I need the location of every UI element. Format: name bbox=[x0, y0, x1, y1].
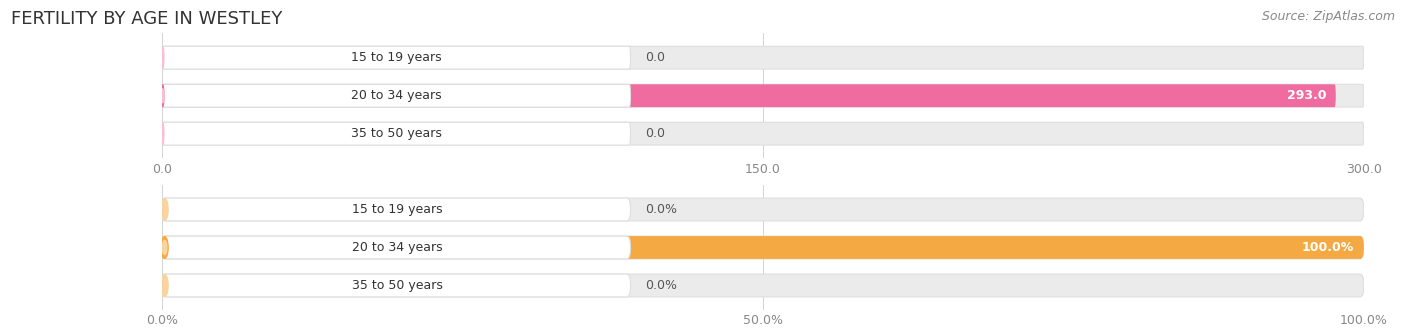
Circle shape bbox=[162, 88, 163, 103]
Text: 0.0%: 0.0% bbox=[645, 203, 676, 216]
Circle shape bbox=[162, 50, 163, 65]
Text: 20 to 34 years: 20 to 34 years bbox=[352, 241, 443, 254]
FancyBboxPatch shape bbox=[162, 122, 1364, 145]
Text: FERTILITY BY AGE IN WESTLEY: FERTILITY BY AGE IN WESTLEY bbox=[11, 10, 283, 28]
FancyBboxPatch shape bbox=[162, 236, 1364, 259]
Circle shape bbox=[162, 85, 165, 107]
FancyBboxPatch shape bbox=[162, 274, 630, 297]
FancyBboxPatch shape bbox=[162, 84, 1336, 107]
FancyBboxPatch shape bbox=[162, 46, 1364, 69]
Text: 35 to 50 years: 35 to 50 years bbox=[352, 279, 443, 292]
Circle shape bbox=[162, 47, 165, 69]
Text: 20 to 34 years: 20 to 34 years bbox=[352, 89, 441, 102]
Circle shape bbox=[162, 202, 167, 216]
Circle shape bbox=[162, 240, 167, 255]
Text: 0.0: 0.0 bbox=[645, 51, 665, 64]
Text: 15 to 19 years: 15 to 19 years bbox=[352, 51, 441, 64]
FancyBboxPatch shape bbox=[162, 122, 630, 145]
FancyBboxPatch shape bbox=[162, 46, 630, 69]
Circle shape bbox=[162, 279, 167, 293]
Text: 35 to 50 years: 35 to 50 years bbox=[352, 127, 441, 140]
Text: 0.0: 0.0 bbox=[645, 127, 665, 140]
Circle shape bbox=[162, 127, 163, 141]
Circle shape bbox=[162, 199, 169, 220]
FancyBboxPatch shape bbox=[162, 274, 1364, 297]
Text: Source: ZipAtlas.com: Source: ZipAtlas.com bbox=[1261, 10, 1395, 23]
FancyBboxPatch shape bbox=[162, 236, 1364, 259]
Circle shape bbox=[162, 237, 169, 258]
FancyBboxPatch shape bbox=[162, 236, 630, 259]
FancyBboxPatch shape bbox=[162, 84, 1364, 107]
Text: 15 to 19 years: 15 to 19 years bbox=[352, 203, 443, 216]
FancyBboxPatch shape bbox=[162, 198, 1364, 221]
Circle shape bbox=[162, 123, 165, 145]
Text: 293.0: 293.0 bbox=[1286, 89, 1326, 102]
Text: 100.0%: 100.0% bbox=[1302, 241, 1354, 254]
Text: 0.0%: 0.0% bbox=[645, 279, 676, 292]
FancyBboxPatch shape bbox=[162, 84, 630, 107]
Circle shape bbox=[162, 275, 169, 296]
FancyBboxPatch shape bbox=[162, 198, 630, 221]
